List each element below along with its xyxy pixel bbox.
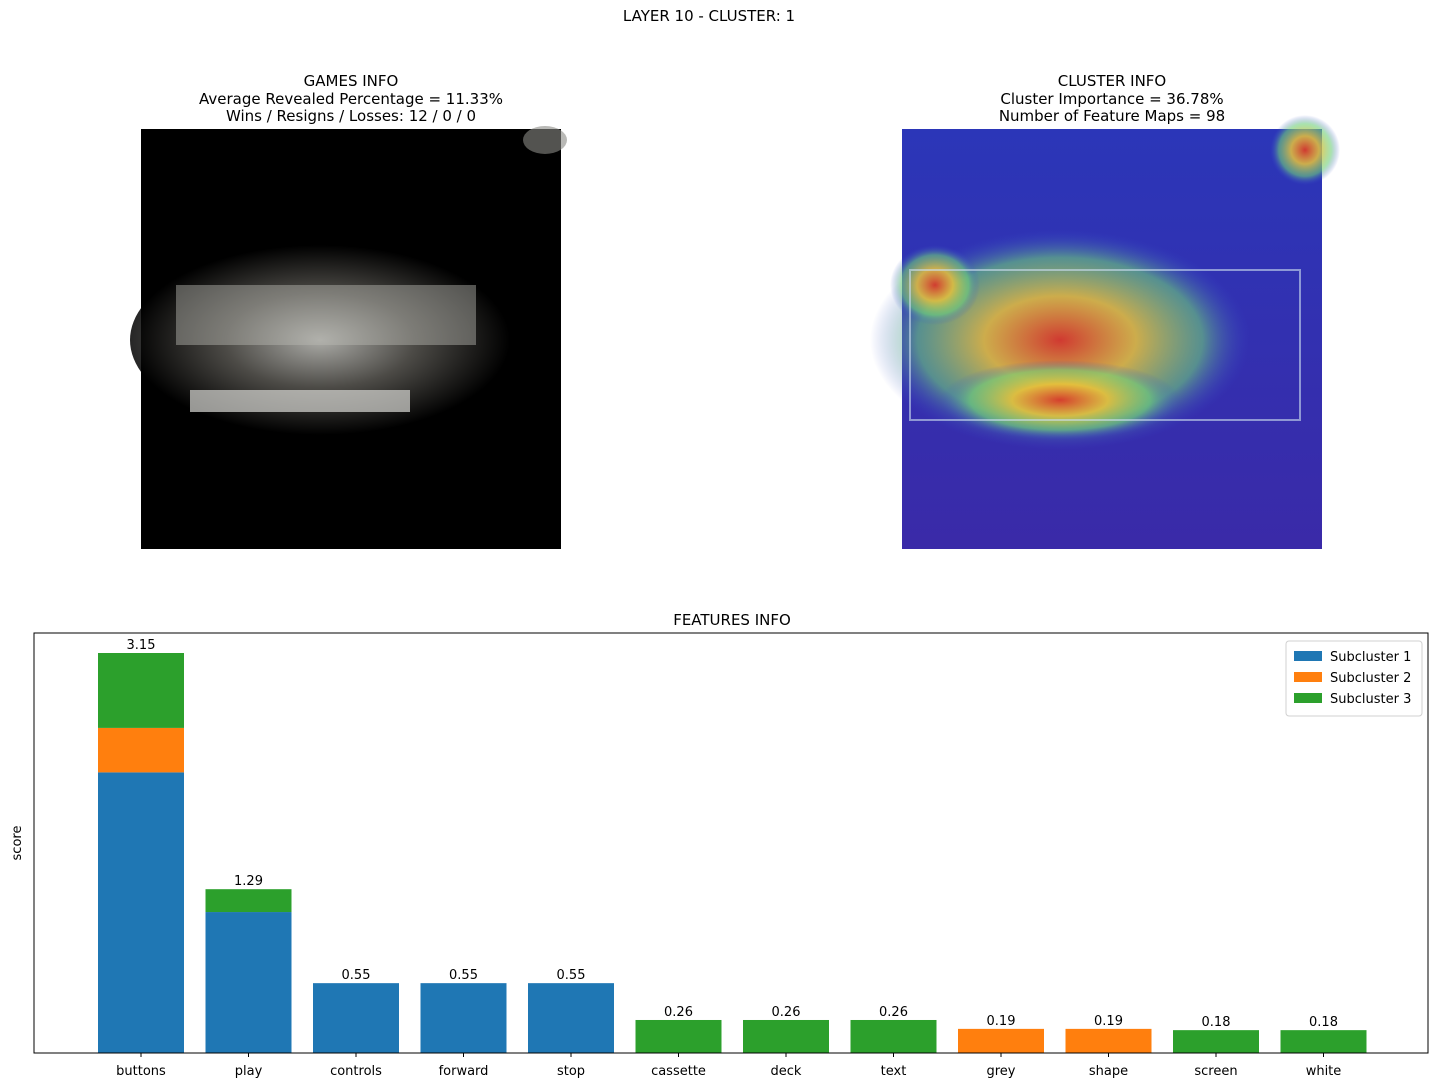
value-label: 0.19 [987, 1014, 1016, 1029]
x-tick-label: buttons [116, 1064, 166, 1079]
bar-segment [205, 889, 292, 913]
value-label: 1.29 [234, 874, 263, 889]
figure-title: LAYER 10 - CLUSTER: 1 [623, 7, 795, 25]
panel-line: Average Revealed Percentage = 11.33% [199, 90, 503, 108]
bar-segment [98, 727, 184, 773]
bar-segment [635, 1019, 722, 1053]
bar-segment [98, 653, 184, 728]
value-label: 0.26 [879, 1005, 908, 1020]
x-tick-label: forward [439, 1064, 489, 1079]
panel-line: Wins / Resigns / Losses: 12 / 0 / 0 [226, 107, 476, 125]
legend-swatch [1294, 672, 1322, 682]
bar-segment [1065, 1028, 1152, 1053]
legend-label: Subcluster 2 [1330, 671, 1411, 686]
bar-segment [98, 772, 184, 1053]
bar-segment [1280, 1030, 1367, 1053]
bar-segment [850, 1019, 937, 1053]
bar-segment [313, 983, 399, 1053]
legend-label: Subcluster 1 [1330, 650, 1411, 665]
x-tick-label: screen [1194, 1064, 1237, 1079]
x-tick-label: text [881, 1064, 907, 1079]
bar-segment [1173, 1030, 1259, 1053]
x-tick-label: deck [771, 1064, 802, 1079]
axes-frame [33, 632, 1429, 1054]
x-tick-label: controls [330, 1064, 382, 1079]
value-label: 0.55 [557, 968, 586, 983]
x-tick-label: shape [1089, 1064, 1128, 1079]
masked-image [130, 126, 567, 549]
panel-line: Cluster Importance = 36.78% [1000, 90, 1223, 108]
x-tick-label: grey [986, 1064, 1015, 1079]
bar-segment [743, 1019, 829, 1053]
bar-segment [420, 983, 507, 1053]
x-tick-label: play [235, 1064, 263, 1079]
value-label: 0.55 [449, 968, 478, 983]
value-label: 0.19 [1094, 1014, 1123, 1029]
value-label: 3.15 [127, 638, 156, 653]
value-label: 0.26 [772, 1005, 801, 1020]
panel-line: Number of Feature Maps = 98 [999, 107, 1225, 125]
bar-segment [958, 1028, 1044, 1053]
x-tick-label: white [1306, 1064, 1342, 1079]
value-label: 0.18 [1202, 1015, 1231, 1030]
chart-title: FEATURES INFO [673, 611, 791, 629]
value-label: 0.26 [664, 1005, 693, 1020]
y-axis-label: score [10, 826, 25, 861]
panel-title: CLUSTER INFO [1058, 72, 1167, 90]
legend-swatch [1294, 651, 1322, 661]
x-tick-label: stop [557, 1064, 585, 1079]
value-label: 0.55 [342, 968, 371, 983]
legend-label: Subcluster 3 [1330, 692, 1411, 707]
panel-title: GAMES INFO [304, 72, 399, 90]
legend-swatch [1294, 693, 1322, 703]
bar-segment [205, 912, 292, 1053]
x-tick-label: cassette [651, 1064, 706, 1079]
heatmap-image [870, 115, 1340, 549]
value-label: 0.18 [1309, 1015, 1338, 1030]
bar-segment [528, 983, 614, 1053]
